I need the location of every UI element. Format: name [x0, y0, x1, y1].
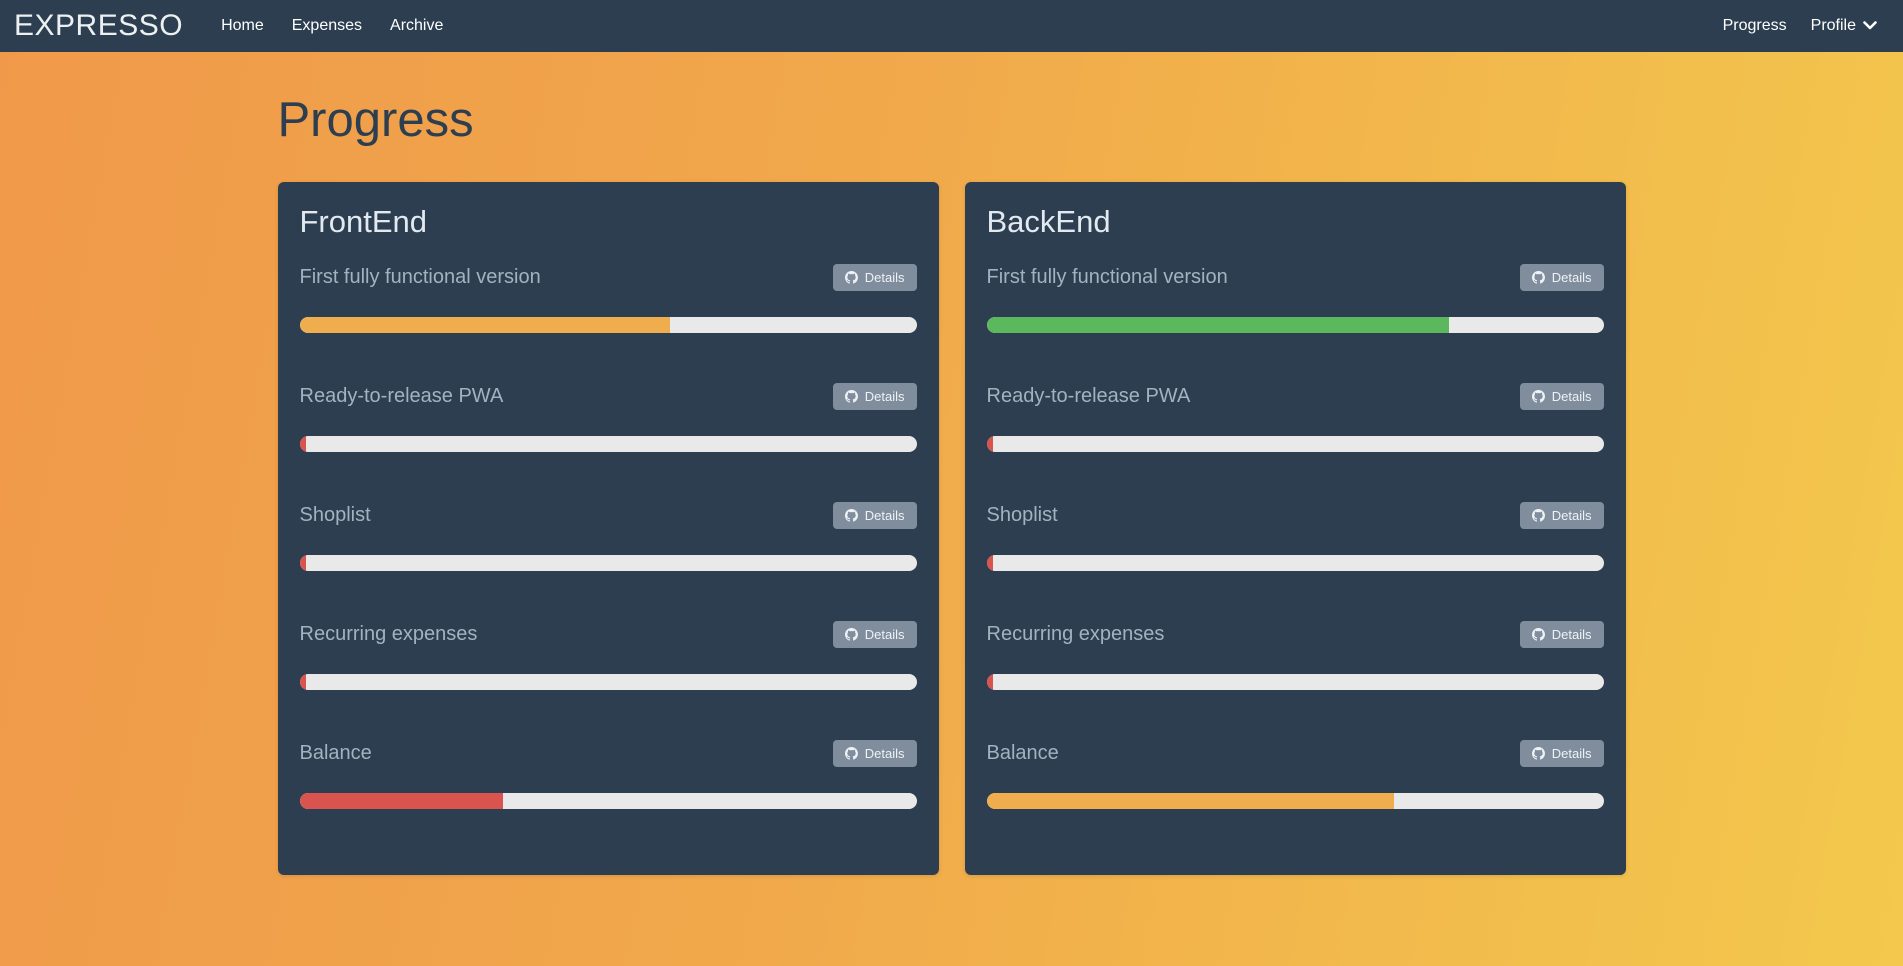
project-label: Ready-to-release PWA [986, 385, 1191, 407]
nav-item-archive[interactable]: Archive [390, 17, 444, 34]
progress-bar [299, 436, 917, 452]
details-button-label: Details [864, 270, 905, 285]
github-icon [1531, 390, 1545, 403]
github-icon [1531, 747, 1545, 760]
project-row: Ready-to-release PWA Details [299, 383, 917, 452]
project-row: First fully functional version Details [299, 264, 917, 333]
progress-bar-fill [299, 793, 504, 809]
project-row: Ready-to-release PWA Details [986, 383, 1604, 452]
project-label: Balance [299, 742, 372, 764]
card-title: FrontEnd [299, 204, 428, 239]
progress-bar [986, 674, 1604, 690]
nav-item-profile-dropdown[interactable]: Profile [1799, 9, 1889, 43]
project-label: Recurring expenses [986, 623, 1165, 645]
details-button-label: Details [864, 389, 905, 404]
main-content: Progress FrontEnd First fully functional… [277, 52, 1626, 875]
progress-bar-fill [299, 555, 306, 571]
details-button[interactable]: Details [1519, 264, 1604, 291]
details-button[interactable]: Details [832, 502, 917, 529]
details-button[interactable]: Details [832, 264, 917, 291]
project-label: First fully functional version [986, 266, 1228, 288]
progress-bar-fill [299, 674, 306, 690]
github-icon [844, 747, 858, 760]
progress-bar [986, 555, 1604, 571]
progress-bar-fill [986, 436, 993, 452]
details-button-label: Details [1551, 508, 1592, 523]
project-label: Shoplist [299, 504, 371, 526]
details-button-label: Details [1551, 746, 1592, 761]
brand-logo[interactable]: EXPRESSO [14, 9, 184, 42]
details-button-label: Details [864, 746, 905, 761]
project-label: Balance [986, 742, 1059, 764]
github-icon [844, 628, 858, 641]
nav-item-progress[interactable]: Progress [1722, 17, 1787, 34]
progress-bar-fill [299, 317, 670, 333]
details-button[interactable]: Details [832, 621, 917, 648]
chevron-down-icon [1863, 17, 1877, 35]
progress-bar-fill [986, 317, 1450, 333]
project-row: Balance Details [299, 740, 917, 809]
progress-bar [986, 436, 1604, 452]
details-button[interactable]: Details [1519, 502, 1604, 529]
project-row: Recurring expenses Details [299, 621, 917, 690]
github-icon [844, 390, 858, 403]
details-button[interactable]: Details [1519, 383, 1604, 410]
progress-bar [299, 317, 917, 333]
profile-label: Profile [1810, 17, 1856, 34]
details-button[interactable]: Details [1519, 621, 1604, 648]
project-row: Shoplist Details [299, 502, 917, 571]
project-row: Balance Details [986, 740, 1604, 809]
progress-bar [299, 674, 917, 690]
card-title: BackEnd [986, 204, 1111, 239]
progress-bar-fill [299, 436, 306, 452]
progress-bar [986, 793, 1604, 809]
progress-bar-fill [986, 555, 993, 571]
details-button[interactable]: Details [832, 740, 917, 767]
details-button[interactable]: Details [832, 383, 917, 410]
project-row: Shoplist Details [986, 502, 1604, 571]
card-frontend: FrontEnd First fully functional version … [277, 182, 939, 875]
github-icon [1531, 509, 1545, 522]
project-row: First fully functional version Details [986, 264, 1604, 333]
progress-cards: FrontEnd First fully functional version … [277, 182, 1626, 875]
card-backend: BackEnd First fully functional version D… [964, 182, 1626, 875]
project-label: First fully functional version [299, 266, 541, 288]
project-row: Recurring expenses Details [986, 621, 1604, 690]
page-title: Progress [277, 93, 474, 147]
nav-item-expenses[interactable]: Expenses [291, 17, 363, 34]
details-button-label: Details [1551, 389, 1592, 404]
progress-bar-fill [986, 793, 1394, 809]
github-icon [1531, 271, 1545, 284]
github-icon [844, 271, 858, 284]
progress-bar [299, 793, 917, 809]
project-label: Shoplist [986, 504, 1058, 526]
details-button-label: Details [1551, 627, 1592, 642]
details-button-label: Details [1551, 270, 1592, 285]
details-button-label: Details [864, 508, 905, 523]
progress-bar-fill [986, 674, 993, 690]
progress-bar [299, 555, 917, 571]
nav-item-home[interactable]: Home [221, 17, 264, 34]
project-label: Recurring expenses [299, 623, 478, 645]
navbar-right-links: Progress Profile [1711, 9, 1889, 43]
progress-bar [986, 317, 1604, 333]
details-button[interactable]: Details [1519, 740, 1604, 767]
github-icon [1531, 628, 1545, 641]
navbar: EXPRESSO Home Expenses Archive Progress … [0, 0, 1903, 52]
project-label: Ready-to-release PWA [299, 385, 504, 407]
details-button-label: Details [864, 627, 905, 642]
navbar-left-links: Home Expenses Archive [209, 9, 455, 43]
github-icon [844, 509, 858, 522]
